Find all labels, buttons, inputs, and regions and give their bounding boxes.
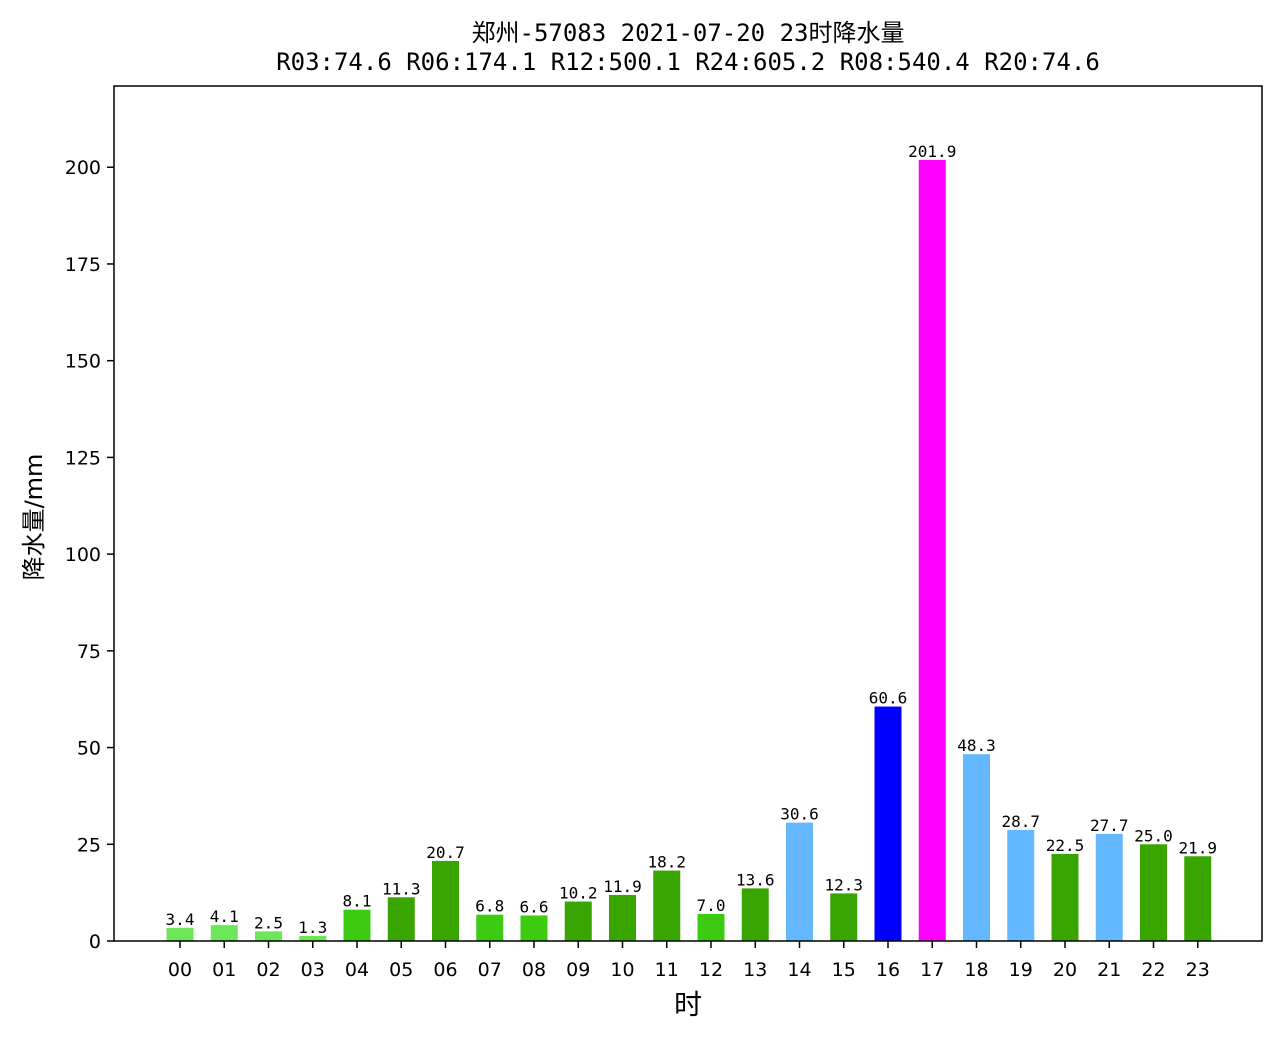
x-tick-label: 01	[212, 959, 236, 981]
bar-value-label-19: 28.7	[1001, 812, 1040, 831]
x-tick-label: 23	[1186, 959, 1210, 981]
x-tick-label: 04	[345, 959, 369, 981]
x-tick-label: 20	[1053, 959, 1077, 981]
y-tick-label: 25	[77, 834, 101, 856]
y-tick-label: 50	[77, 738, 101, 760]
x-tick-label: 12	[699, 959, 723, 981]
bar-03	[299, 935, 327, 941]
x-tick-label: 18	[964, 959, 988, 981]
bar-19	[1007, 829, 1035, 941]
bar-02	[255, 931, 282, 941]
bar-value-label-16: 60.6	[869, 689, 908, 708]
bar-11	[653, 870, 681, 941]
x-tick-label: 15	[832, 959, 856, 981]
x-tick-label: 03	[301, 959, 325, 981]
bar-08	[520, 915, 548, 941]
bar-value-label-00: 3.4	[166, 910, 195, 929]
bar-20	[1051, 853, 1079, 941]
y-tick-label: 100	[65, 544, 101, 566]
x-tick-label: 02	[256, 959, 280, 981]
x-tick-label: 08	[522, 959, 546, 981]
x-tick-label: 05	[389, 959, 413, 981]
x-tick-label: 09	[566, 959, 590, 981]
y-axis-label: 降水量/mm	[20, 454, 48, 581]
bar-21	[1095, 833, 1123, 941]
bar-value-label-05: 11.3	[382, 879, 421, 898]
y-tick-label: 75	[77, 641, 101, 663]
x-tick-label: 16	[876, 959, 900, 981]
x-tick-label: 13	[743, 959, 767, 981]
plot-frame	[113, 85, 1263, 942]
bar-value-label-06: 20.7	[426, 843, 465, 862]
bar-22	[1140, 844, 1167, 941]
x-tick-label: 00	[168, 959, 192, 981]
bar-23	[1184, 856, 1212, 941]
bar-value-label-03: 1.3	[298, 918, 327, 937]
bar-12	[697, 913, 725, 941]
bar-13	[741, 888, 769, 941]
y-tick-label: 125	[65, 447, 101, 469]
bar-value-label-08: 6.6	[520, 897, 549, 916]
bar-05	[387, 897, 415, 941]
bar-value-label-18: 48.3	[957, 736, 996, 755]
x-tick-label: 11	[655, 959, 679, 981]
bar-01	[210, 925, 238, 941]
x-tick-label: 06	[433, 959, 457, 981]
bar-value-label-21: 27.7	[1090, 816, 1129, 835]
bar-value-label-11: 18.2	[647, 853, 686, 872]
y-tick-label: 175	[65, 254, 101, 276]
x-tick-label: 17	[920, 959, 944, 981]
bar-value-label-22: 25.0	[1134, 826, 1173, 845]
bar-18	[963, 754, 990, 941]
bar-10	[609, 894, 636, 941]
x-tick-label: 14	[787, 959, 811, 981]
x-tick-label: 19	[1009, 959, 1033, 981]
x-tick-label: 07	[478, 959, 502, 981]
bar-value-label-09: 10.2	[559, 884, 598, 903]
bar-07	[476, 914, 504, 941]
bar-value-label-07: 6.8	[475, 897, 504, 916]
bar-15	[830, 893, 858, 941]
x-tick-label: 21	[1097, 959, 1121, 981]
x-axis-label: 时	[674, 988, 702, 1021]
chart-title: 郑州-57083 2021-07-20 23时降水量	[472, 19, 905, 47]
x-tick-label: 22	[1141, 959, 1165, 981]
bar-value-label-14: 30.6	[780, 805, 819, 824]
x-tick-label: 10	[610, 959, 634, 981]
chart-subtitle: R03:74.6 R06:174.1 R12:500.1 R24:605.2 R…	[276, 48, 1100, 76]
bar-value-label-23: 21.9	[1178, 838, 1217, 857]
y-tick-label: 200	[65, 157, 101, 179]
bar-value-label-04: 8.1	[343, 892, 372, 911]
bar-16	[874, 706, 902, 941]
bar-17	[918, 159, 946, 941]
bar-value-label-10: 11.9	[603, 877, 642, 896]
y-tick-label: 150	[65, 351, 101, 373]
bar-value-label-02: 2.5	[254, 913, 283, 932]
bar-04	[343, 909, 371, 941]
bar-value-label-17: 201.9	[908, 142, 956, 161]
bar-14	[786, 822, 813, 941]
bar-value-label-01: 4.1	[210, 907, 239, 926]
bar-value-label-13: 13.6	[736, 870, 775, 889]
bar-00	[166, 927, 194, 941]
bar-value-label-12: 7.0	[697, 896, 726, 915]
bar-value-label-20: 22.5	[1046, 836, 1085, 855]
bar-value-label-15: 12.3	[824, 875, 863, 894]
bar-06	[432, 860, 459, 941]
bar-09	[564, 901, 592, 941]
y-tick-label: 0	[89, 931, 101, 953]
